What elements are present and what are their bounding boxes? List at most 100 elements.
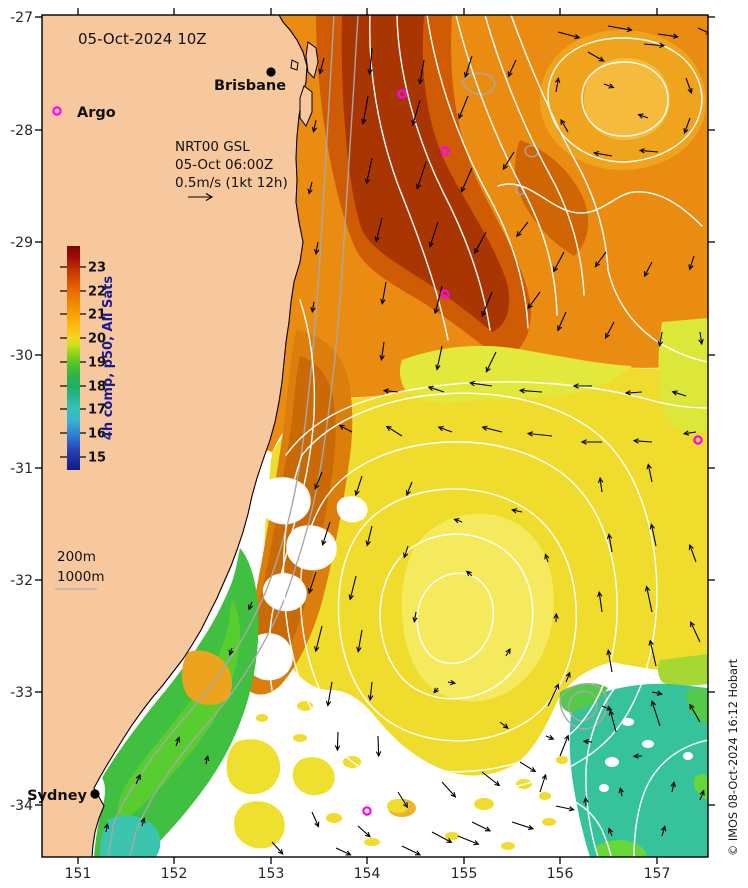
current-vector-arrow <box>608 827 614 837</box>
current-vector-arrow <box>698 331 704 346</box>
y-tick-label: -28 <box>10 123 33 139</box>
current-vector-arrow <box>606 533 613 553</box>
sst-region <box>501 842 515 850</box>
colorbar-tick-label: 16 <box>88 427 106 442</box>
current-vector-arrow <box>465 570 473 577</box>
ssh-contour <box>416 572 495 665</box>
current-vector-arrow <box>557 31 581 40</box>
current-vector-arrow <box>367 681 374 702</box>
x-tick-label: 153 <box>258 866 285 882</box>
sydney-marker <box>90 789 100 799</box>
brisbane-label: Brisbane <box>214 78 286 94</box>
current-vector-arrow <box>657 33 680 39</box>
bathymetry-contour <box>461 72 496 96</box>
sst-region <box>256 714 268 722</box>
current-vector-arrow <box>356 629 363 653</box>
sst-region <box>293 734 307 742</box>
current-vector-arrow <box>545 734 555 740</box>
sst-region <box>539 792 551 800</box>
sst-region <box>445 832 459 840</box>
current-vector-arrow <box>646 463 653 483</box>
map-title: 05-Oct-2024 10Z <box>78 30 207 48</box>
current-vector-arrow <box>103 822 110 833</box>
sst-region <box>515 140 589 256</box>
argo-float-marker <box>693 435 703 445</box>
current-vector-arrow <box>682 430 697 436</box>
current-vector-arrow <box>307 571 317 595</box>
island <box>290 59 299 71</box>
current-vector-arrow <box>604 321 615 339</box>
current-vector-arrow <box>397 791 409 809</box>
current-vector-arrow <box>367 47 373 76</box>
current-vector-arrow <box>565 671 571 683</box>
current-vector-arrow <box>321 521 331 546</box>
y-tick-label: -29 <box>10 235 33 251</box>
sst-region <box>642 740 654 748</box>
argo-float-marker <box>440 146 450 156</box>
current-vector-arrow <box>481 291 493 318</box>
ssh-contour <box>268 299 316 691</box>
current-vector-arrow <box>597 590 603 613</box>
current-vector-arrow <box>516 221 529 238</box>
current-vector-arrow <box>657 331 663 348</box>
current-vector-arrow <box>412 611 418 624</box>
current-vector-arrow <box>417 59 425 85</box>
colorbar-ticks: 23 22 21 20 19 18 17 16 15 <box>60 261 106 466</box>
current-vector-arrow <box>502 151 515 171</box>
current-vector-arrow <box>382 388 399 394</box>
current-vector-arrow <box>463 55 473 79</box>
current-vector-arrow <box>555 76 561 93</box>
current-vector-arrow <box>608 709 617 733</box>
current-vector-arrow <box>318 57 325 75</box>
current-vector-arrow <box>527 291 541 310</box>
current-vector-arrow <box>380 281 387 305</box>
bathymetry-contour <box>107 15 335 857</box>
current-vector-arrow <box>648 639 657 667</box>
current-vector-arrow <box>428 221 439 248</box>
current-vector-arrow <box>364 157 373 185</box>
current-vector-arrow <box>310 301 316 314</box>
current-vector-arrow <box>618 786 624 797</box>
sst-region <box>605 757 619 767</box>
current-vector-arrow <box>437 426 453 433</box>
current-vector-arrow <box>632 753 643 759</box>
ssh-contour <box>497 183 703 227</box>
argo-float-marker <box>397 89 407 99</box>
current-vector-arrow <box>649 523 657 547</box>
argo-float-marker <box>440 289 450 299</box>
current-vector-arrow <box>374 217 383 243</box>
ssh-contour <box>581 61 669 137</box>
current-vector-arrow <box>228 647 234 656</box>
argo-markers <box>362 89 703 816</box>
colorbar: 23 22 21 20 19 18 17 16 15 4h comp, p50, All Sat… <box>60 246 116 470</box>
current-vector-arrow <box>499 721 509 729</box>
sydney-label: Sydney <box>27 788 87 804</box>
current-vector-arrow <box>435 345 443 371</box>
current-vector-arrow <box>559 734 570 757</box>
bathymetry-contour <box>567 690 598 722</box>
argo-float-marker <box>362 806 372 816</box>
current-vector-arrow <box>204 754 210 765</box>
current-vector-arrow <box>307 181 313 195</box>
colorbar-title: 4h comp, p50, All Sats <box>101 276 116 440</box>
current-vector-arrow <box>519 761 537 773</box>
current-vector-arrow <box>468 380 493 387</box>
current-vector-arrow <box>140 817 146 827</box>
current-vector-arrow <box>471 821 492 832</box>
current-vector-arrow <box>311 119 318 133</box>
y-tick-label: -32 <box>10 573 33 589</box>
land-mass <box>42 15 308 857</box>
sst-region <box>364 838 380 846</box>
argo-legend-label: Argo <box>77 105 116 121</box>
current-vector-arrow <box>485 351 497 373</box>
current-vector-arrow <box>401 845 422 856</box>
sst-region <box>258 477 311 525</box>
current-vector-arrow <box>311 811 320 828</box>
ssh-contour <box>547 37 703 163</box>
argo-legend: Argo <box>52 105 116 121</box>
current-vector-arrow <box>690 620 701 643</box>
ssh-contour <box>426 15 529 329</box>
current-vector-arrow <box>560 118 569 133</box>
